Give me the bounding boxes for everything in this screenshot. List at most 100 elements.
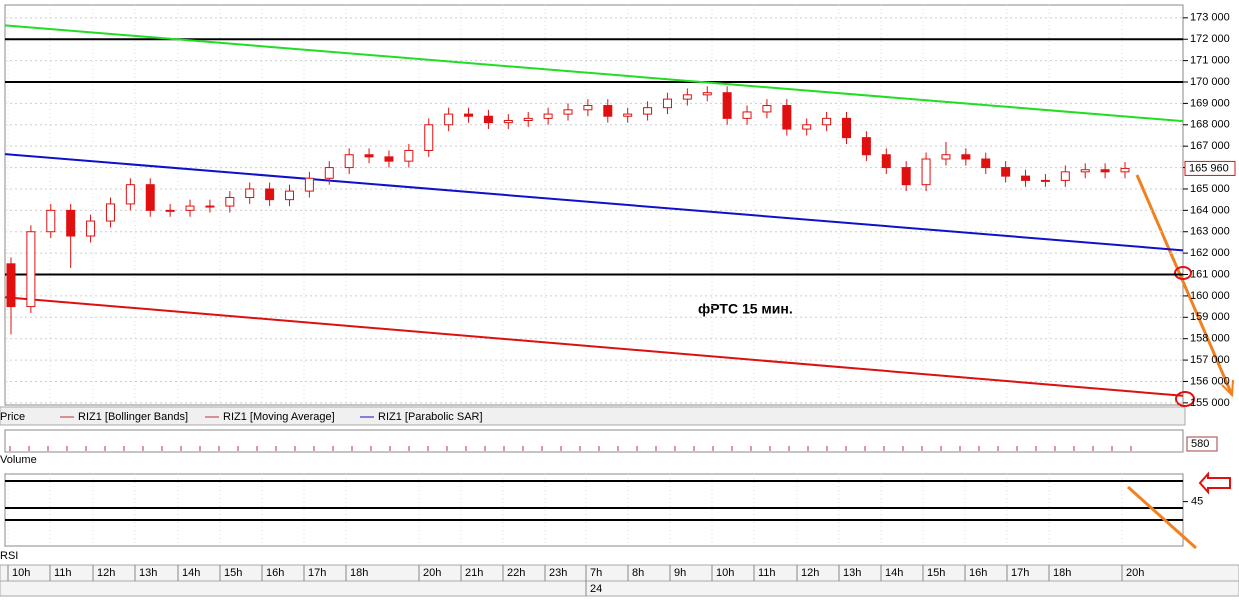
candle-body: [1040, 179, 1050, 182]
legend-label: RIZ1 [Parabolic SAR]: [378, 411, 483, 423]
candle-body: [245, 188, 255, 199]
y-tick-label: 156 000: [1190, 375, 1230, 387]
time-label: 13h: [843, 567, 861, 579]
trendline: [4, 24, 1184, 123]
last-price-box: [1184, 160, 1236, 176]
candle-body: [643, 107, 653, 115]
candle-body: [543, 113, 553, 119]
forecast-arrow: [1135, 174, 1234, 396]
target-circle: [1174, 266, 1192, 280]
candle-body: [404, 149, 414, 162]
candle-body: [941, 154, 951, 160]
candle-body: [444, 113, 454, 126]
candle-body: [981, 158, 991, 169]
candle-body: [603, 105, 613, 117]
candle-body: [1100, 169, 1110, 173]
y-tick-label: 173 000: [1190, 12, 1230, 24]
time-label: 15h: [927, 567, 945, 579]
volume-tag: [1186, 436, 1218, 452]
last-price-label: 165 960: [1189, 162, 1229, 174]
candle-body: [583, 105, 593, 111]
y-tick-label: 168 000: [1190, 119, 1230, 131]
candle-body: [424, 124, 434, 151]
candle-body: [1080, 169, 1090, 173]
time-label: 16h: [969, 567, 987, 579]
candle-body: [802, 124, 812, 130]
trendline: [4, 296, 1184, 397]
candle-body: [921, 158, 931, 186]
time-label: 21h: [465, 567, 483, 579]
candle-body: [125, 184, 135, 205]
y-tick-label: 167 000: [1190, 140, 1230, 152]
candle-body: [842, 117, 851, 139]
candle-body: [304, 177, 314, 192]
volume-label: Volume: [0, 454, 37, 466]
candle-body: [523, 117, 533, 122]
candle-body: [1120, 167, 1130, 173]
candle-body: [205, 205, 215, 208]
y-tick-label: 159 000: [1190, 311, 1230, 323]
candle-body: [503, 120, 513, 124]
time-label: 14h: [885, 567, 903, 579]
candle-body: [364, 154, 374, 158]
candle-body: [782, 105, 792, 130]
rsi-forecast: [1126, 485, 1198, 550]
candle-body: [762, 105, 772, 113]
rsi-panel: [4, 473, 1184, 547]
volume-value: 580: [1191, 438, 1209, 450]
rsi-label: RSI: [0, 550, 18, 562]
time-label: 16h: [266, 567, 284, 579]
candle-body: [742, 111, 752, 119]
candle-body: [324, 167, 334, 179]
candle-body: [961, 154, 971, 160]
y-tick-label: 162 000: [1190, 247, 1230, 259]
target-circle: [1175, 391, 1195, 407]
date-label: 24: [590, 583, 602, 595]
y-tick-label: 161 000: [1190, 268, 1230, 280]
time-label: 12h: [801, 567, 819, 579]
y-tick-label: 169 000: [1190, 97, 1230, 109]
legend-bar: [0, 406, 1186, 426]
legend-label: Price: [0, 411, 25, 423]
candle-body: [86, 220, 96, 237]
time-label: 18h: [350, 567, 368, 579]
time-label: 20h: [1126, 567, 1144, 579]
time-label: 10h: [716, 567, 734, 579]
candle-body: [145, 184, 155, 211]
y-tick-label: 164 000: [1190, 204, 1230, 216]
legend-label: RIZ1 [Bollinger Bands]: [78, 411, 188, 423]
candle-body: [225, 197, 235, 207]
candle-body: [165, 209, 175, 212]
time-label: 8h: [632, 567, 644, 579]
trendline: [4, 153, 1184, 252]
time-label: 20h: [423, 567, 441, 579]
time-label: 14h: [182, 567, 200, 579]
time-label: 11h: [54, 567, 72, 579]
y-tick-label: 155 000: [1190, 397, 1230, 409]
y-tick-label: 170 000: [1190, 76, 1230, 88]
time-label: 10h: [12, 567, 30, 579]
candle-body: [861, 137, 871, 156]
time-label: 13h: [139, 567, 157, 579]
candle-body: [285, 190, 294, 201]
date-axis: [0, 580, 1239, 597]
time-label: 18h: [1053, 567, 1071, 579]
time-label: 23h: [549, 567, 567, 579]
candle-body: [822, 117, 832, 126]
rsi-tick-label: 45: [1191, 496, 1203, 508]
candle-body: [722, 92, 732, 119]
candle-body: [6, 263, 16, 308]
time-label: 17h: [308, 567, 326, 579]
rsi-arrow: [1198, 471, 1231, 495]
y-tick-label: 165 000: [1190, 183, 1230, 195]
time-label: 22h: [507, 567, 525, 579]
y-tick-label: 163 000: [1190, 226, 1230, 238]
candle-body: [623, 113, 633, 117]
candle-body: [901, 167, 911, 186]
time-label: 12h: [97, 567, 115, 579]
candle-body: [702, 92, 712, 96]
arrow-head: [1221, 379, 1234, 398]
candle-body: [344, 154, 354, 169]
candle-body: [662, 98, 672, 109]
